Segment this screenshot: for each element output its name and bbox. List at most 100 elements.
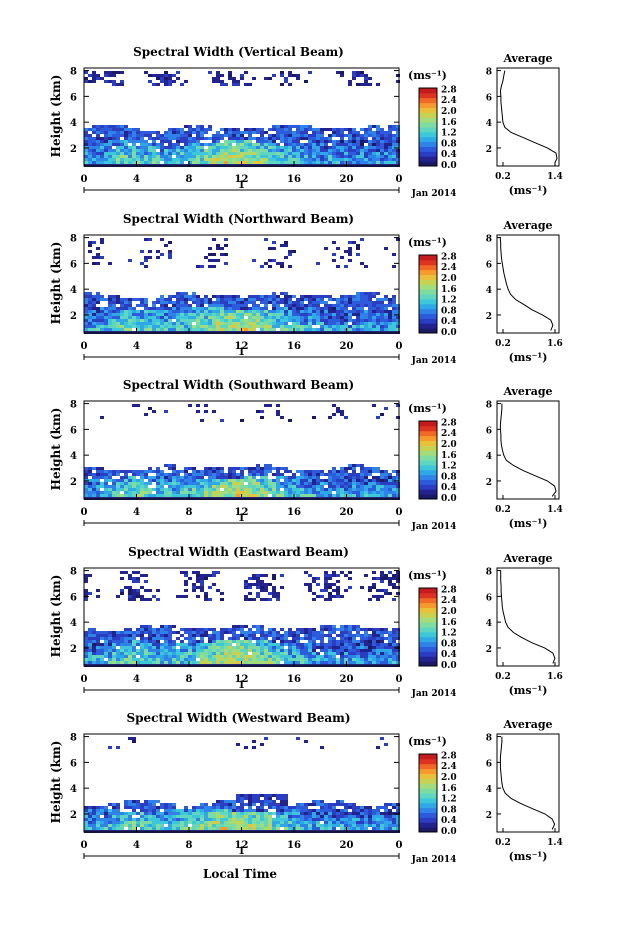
heatmap-cell	[224, 131, 228, 134]
heatmap-cell	[148, 646, 152, 649]
heatmap-cell	[288, 128, 292, 131]
heatmap-cell	[136, 812, 140, 815]
heatmap-cell	[296, 658, 300, 661]
heatmap-cell	[308, 482, 312, 485]
heatmap-cell	[188, 485, 192, 488]
heatmap-cell	[128, 737, 132, 740]
heatmap-cell	[248, 83, 252, 86]
heatmap-cell	[332, 649, 336, 652]
heatmap-cell	[332, 643, 336, 646]
heatmap-cell	[216, 476, 220, 479]
heatmap-cell	[272, 655, 276, 658]
heatmap-cell	[284, 80, 288, 83]
colorbar-tick-label: 0.4	[441, 650, 457, 660]
heatmap-cell	[280, 319, 284, 322]
heatmap-cell	[92, 304, 96, 307]
heatmap-cell	[364, 640, 368, 643]
heatmap-cell	[280, 140, 284, 143]
heatmap-cell	[140, 301, 144, 304]
heatmap-cell	[320, 658, 324, 661]
heatmap-cell	[228, 815, 232, 818]
heatmap-cell	[288, 298, 292, 301]
heatmap-cell	[360, 146, 364, 149]
heatmap-cell	[216, 152, 220, 155]
heatmap-cell	[248, 646, 252, 649]
heatmap-cell	[104, 328, 108, 331]
heatmap-cell	[260, 488, 264, 491]
colorbar-swatch	[419, 622, 437, 628]
heatmap-cell	[116, 71, 120, 74]
heatmap-cell	[376, 128, 380, 131]
heatmap-cell	[292, 640, 296, 643]
heatmap-cell	[184, 125, 188, 128]
heatmap-cell	[352, 646, 356, 649]
heatmap-cell	[308, 640, 312, 643]
heatmap-cell	[184, 485, 188, 488]
heatmap-cell	[256, 797, 260, 800]
heatmap-cell	[328, 485, 332, 488]
heatmap-cell	[336, 247, 340, 250]
heatmap-cell	[276, 137, 280, 140]
heatmap-cell	[276, 313, 280, 316]
heatmap-cell	[108, 473, 112, 476]
heatmap-cell	[232, 155, 236, 158]
heatmap-cell	[372, 628, 376, 631]
heatmap-cell	[276, 262, 280, 265]
heatmap-cell	[220, 598, 224, 601]
heatmap-cell	[260, 743, 264, 746]
heatmap-cell	[96, 77, 100, 80]
heatmap-cell	[172, 803, 176, 806]
heatmap-cell	[196, 310, 200, 313]
heatmap-cell	[112, 161, 116, 164]
heatmap-cell	[352, 143, 356, 146]
heatmap-cell	[256, 307, 260, 310]
heatmap-cell	[392, 640, 396, 643]
heatmap-cell	[328, 634, 332, 637]
heatmap-cell	[232, 158, 236, 161]
heatmap-cell	[340, 304, 344, 307]
heatmap-cell	[244, 325, 248, 328]
heatmap-cell	[248, 482, 252, 485]
heatmap-cell	[116, 491, 120, 494]
heatmap-cell	[196, 470, 200, 473]
heatmap-cell	[228, 319, 232, 322]
heatmap-cell	[340, 646, 344, 649]
heatmap-cell	[264, 809, 268, 812]
heatmap-cell	[84, 316, 88, 319]
heatmap-cell	[228, 803, 232, 806]
heatmap-cell	[236, 637, 240, 640]
heatmap-cell	[228, 161, 232, 164]
heatmap-cell	[84, 598, 88, 601]
heatmap-cell	[284, 149, 288, 152]
heatmap-cell	[224, 809, 228, 812]
heatmap-cell	[276, 643, 280, 646]
heatmap-cell	[144, 146, 148, 149]
heatmap-cell	[280, 476, 284, 479]
heatmap-cell	[352, 652, 356, 655]
heatmap-cell	[140, 262, 144, 265]
heatmap-cell	[244, 491, 248, 494]
heatmap-cell	[108, 155, 112, 158]
heatmap-cell	[92, 661, 96, 664]
heatmap-cell	[208, 137, 212, 140]
heatmap-cell	[152, 824, 156, 827]
heatmap-cell	[300, 295, 304, 298]
heatmap-cell	[204, 803, 208, 806]
heatmap-cell	[396, 634, 400, 637]
heatmap-cell	[208, 586, 212, 589]
heatmap-cell	[388, 583, 392, 586]
heatmap-cell	[248, 491, 252, 494]
heatmap-cell	[336, 313, 340, 316]
heatmap-cell	[204, 404, 208, 407]
heatmap-cell	[196, 322, 200, 325]
heatmap-cell	[168, 143, 172, 146]
heatmap-cell	[216, 494, 220, 497]
heatmap-cell	[140, 812, 144, 815]
heatmap-cell	[136, 631, 140, 634]
heatmap-cell	[332, 628, 336, 631]
heatmap-cell	[116, 313, 120, 316]
heatmap-cell	[360, 655, 364, 658]
heatmap-cell	[252, 467, 256, 470]
heatmap-cell	[240, 824, 244, 827]
heatmap-cell	[148, 824, 152, 827]
